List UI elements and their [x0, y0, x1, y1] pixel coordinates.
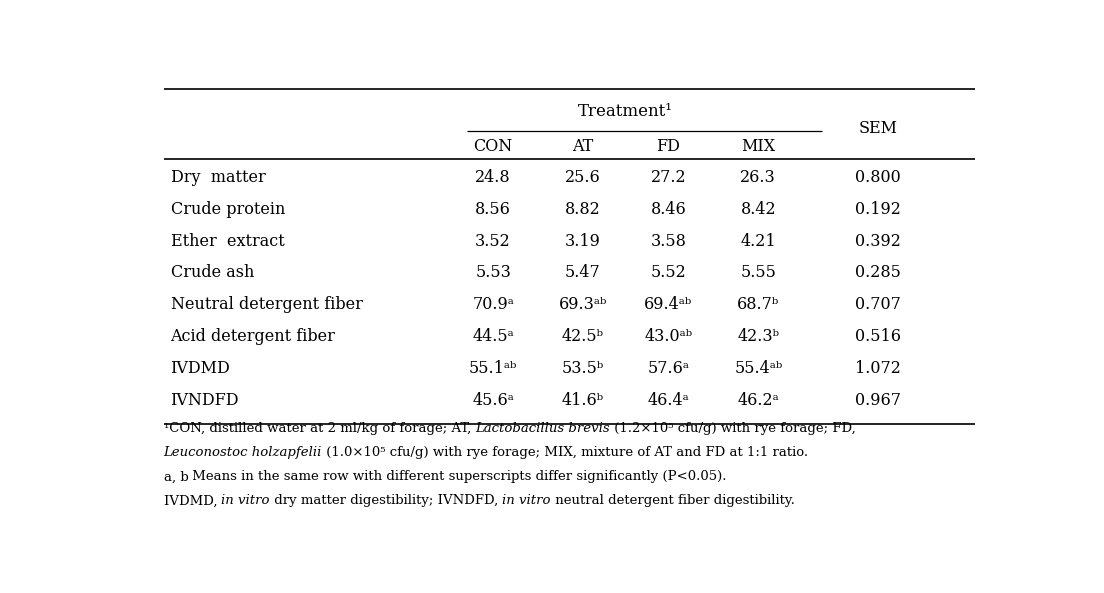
- Text: CON: CON: [474, 138, 512, 155]
- Text: 68.7ᵇ: 68.7ᵇ: [737, 296, 779, 314]
- Text: Crude protein: Crude protein: [170, 200, 285, 218]
- Text: 8.42: 8.42: [741, 200, 776, 218]
- Text: neutral detergent fiber digestibility.: neutral detergent fiber digestibility.: [551, 495, 795, 508]
- Text: 41.6ᵇ: 41.6ᵇ: [562, 393, 604, 409]
- Text: 5.55: 5.55: [741, 264, 776, 282]
- Text: FD: FD: [657, 138, 680, 155]
- Text: MIX: MIX: [741, 138, 775, 155]
- Text: Acid detergent fiber: Acid detergent fiber: [170, 329, 336, 345]
- Text: Neutral detergent fiber: Neutral detergent fiber: [170, 296, 362, 314]
- Text: in vitro: in vitro: [502, 495, 551, 508]
- Text: 25.6: 25.6: [565, 168, 601, 186]
- Text: Lactobacillus brevis: Lactobacillus brevis: [475, 422, 609, 435]
- Text: 8.46: 8.46: [650, 200, 687, 218]
- Text: 55.4ᵃᵇ: 55.4ᵃᵇ: [734, 361, 783, 377]
- Text: 5.53: 5.53: [475, 264, 511, 282]
- Text: 26.3: 26.3: [741, 168, 776, 186]
- Text: IVDMD,: IVDMD,: [163, 495, 222, 508]
- Text: 0.516: 0.516: [856, 329, 901, 345]
- Text: 55.1ᵃᵇ: 55.1ᵃᵇ: [469, 361, 518, 377]
- Text: SEM: SEM: [859, 120, 898, 137]
- Text: 1.072: 1.072: [856, 361, 901, 377]
- Text: 3.52: 3.52: [475, 232, 511, 250]
- Text: Means in the same row with different superscripts differ significantly (P<0.05).: Means in the same row with different sup…: [189, 470, 726, 483]
- Text: 3.19: 3.19: [565, 232, 601, 250]
- Text: 5.52: 5.52: [650, 264, 687, 282]
- Text: a, b: a, b: [163, 470, 189, 483]
- Text: 43.0ᵃᵇ: 43.0ᵃᵇ: [645, 329, 692, 345]
- Text: 45.6ᵃ: 45.6ᵃ: [473, 393, 514, 409]
- Text: 42.5ᵇ: 42.5ᵇ: [562, 329, 604, 345]
- Text: 0.800: 0.800: [856, 168, 901, 186]
- Text: 5.47: 5.47: [565, 264, 601, 282]
- Text: 57.6ᵃ: 57.6ᵃ: [647, 361, 690, 377]
- Text: dry matter digestibility; IVNDFD,: dry matter digestibility; IVNDFD,: [269, 495, 502, 508]
- Text: (1.2×10⁵ cfu/g) with rye forage; FD,: (1.2×10⁵ cfu/g) with rye forage; FD,: [609, 422, 856, 435]
- Text: 0.967: 0.967: [856, 393, 901, 409]
- Text: 69.4ᵃᵇ: 69.4ᵃᵇ: [645, 296, 692, 314]
- Text: Ether  extract: Ether extract: [170, 232, 284, 250]
- Text: 0.192: 0.192: [856, 200, 901, 218]
- Text: 44.5ᵃ: 44.5ᵃ: [473, 329, 514, 345]
- Text: Dry  matter: Dry matter: [170, 168, 265, 186]
- Text: Leuconostoc holzapfelii: Leuconostoc holzapfelii: [163, 446, 322, 459]
- Text: 4.21: 4.21: [741, 232, 776, 250]
- Text: Treatment¹: Treatment¹: [578, 103, 673, 120]
- Text: IVNDFD: IVNDFD: [170, 393, 238, 409]
- Text: 70.9ᵃ: 70.9ᵃ: [473, 296, 514, 314]
- Text: IVDMD: IVDMD: [170, 361, 231, 377]
- Text: 42.3ᵇ: 42.3ᵇ: [737, 329, 779, 345]
- Text: 8.82: 8.82: [565, 200, 601, 218]
- Text: 46.4ᵃ: 46.4ᵃ: [648, 393, 689, 409]
- Text: 46.2ᵃ: 46.2ᵃ: [737, 393, 779, 409]
- Text: 0.285: 0.285: [856, 264, 901, 282]
- Text: AT: AT: [572, 138, 594, 155]
- Text: 0.707: 0.707: [856, 296, 901, 314]
- Text: 3.58: 3.58: [650, 232, 687, 250]
- Text: in vitro: in vitro: [222, 495, 269, 508]
- Text: (1.0×10⁵ cfu/g) with rye forage; MIX, mixture of AT and FD at 1:1 ratio.: (1.0×10⁵ cfu/g) with rye forage; MIX, mi…: [322, 446, 808, 459]
- Text: 27.2: 27.2: [650, 168, 687, 186]
- Text: Crude ash: Crude ash: [170, 264, 254, 282]
- Text: 69.3ᵃᵇ: 69.3ᵃᵇ: [559, 296, 607, 314]
- Text: ¹CON, distilled water at 2 ml/kg of forage; AT,: ¹CON, distilled water at 2 ml/kg of fora…: [163, 422, 475, 435]
- Text: 8.56: 8.56: [475, 200, 511, 218]
- Text: 53.5ᵇ: 53.5ᵇ: [562, 361, 604, 377]
- Text: 24.8: 24.8: [475, 168, 511, 186]
- Text: 0.392: 0.392: [856, 232, 901, 250]
